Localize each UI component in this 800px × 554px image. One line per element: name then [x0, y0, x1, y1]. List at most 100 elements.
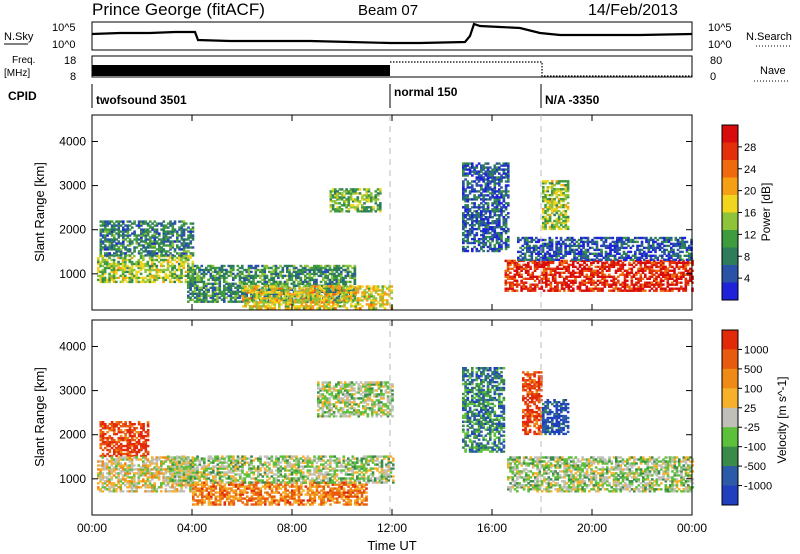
power-cell — [659, 269, 663, 272]
power-cell — [299, 264, 303, 268]
power-cell — [564, 246, 567, 250]
power-cell — [173, 248, 177, 251]
power-cell — [562, 209, 565, 213]
power-cell — [484, 172, 488, 175]
power-cell — [522, 281, 526, 284]
power-cell — [603, 263, 607, 267]
velocity-cell — [104, 454, 107, 458]
power-cell — [594, 281, 598, 284]
power-cell — [155, 236, 159, 239]
power-cell — [101, 258, 105, 262]
power-cell — [99, 232, 103, 235]
power-cell — [171, 226, 175, 229]
power-cell — [277, 284, 280, 287]
power-cell — [484, 235, 488, 239]
power-cell — [605, 279, 609, 282]
power-cell — [99, 262, 102, 266]
power-cell — [652, 254, 655, 257]
power-cell — [273, 301, 277, 304]
velocity-cell — [122, 431, 125, 434]
power-cell — [531, 277, 535, 280]
power-cell — [277, 266, 280, 270]
power-cell — [567, 271, 571, 274]
power-cell — [187, 270, 190, 274]
power-cell — [489, 214, 492, 217]
velocity-cell — [104, 432, 107, 436]
power-cell — [113, 236, 116, 239]
power-cell — [372, 299, 376, 302]
power-cell — [182, 242, 186, 245]
power-cell — [368, 293, 371, 296]
power-cell — [623, 273, 627, 276]
power-cell — [167, 232, 170, 235]
power-cell — [164, 230, 168, 233]
power-cell — [617, 261, 620, 265]
power-cell — [337, 266, 341, 270]
power-cell — [601, 275, 604, 278]
power-cell — [509, 277, 512, 280]
power-cell — [672, 248, 675, 252]
power-cell — [563, 265, 566, 269]
power-cell — [277, 280, 280, 284]
power-cell — [265, 264, 269, 268]
power-cell — [133, 254, 136, 258]
power-cell — [298, 285, 301, 288]
power-cell — [471, 247, 474, 251]
power-cell — [610, 265, 613, 269]
power-cell — [271, 291, 274, 294]
power-cell — [542, 186, 545, 189]
power-cell — [331, 282, 334, 285]
power-cell — [334, 293, 337, 296]
power-cell — [684, 277, 688, 280]
power-cell — [650, 265, 654, 269]
power-cell — [493, 182, 497, 185]
power-cell — [365, 291, 369, 294]
power-cell — [578, 287, 582, 290]
power-cell — [112, 258, 116, 262]
power-cell — [344, 270, 348, 274]
power-cell — [482, 218, 485, 221]
power-cell — [573, 250, 576, 254]
power-cell — [486, 176, 490, 179]
power-cell — [560, 217, 563, 221]
power-cell — [328, 280, 332, 284]
power-cell — [293, 301, 297, 304]
power-cell — [498, 241, 501, 245]
power-cell — [158, 242, 161, 245]
power-cell — [482, 190, 485, 193]
power-cell — [462, 226, 465, 229]
power-cell — [291, 303, 295, 306]
power-cell — [250, 294, 253, 297]
power-cell — [462, 206, 465, 209]
power-cell — [160, 222, 163, 225]
power-cell — [268, 288, 271, 291]
power-cell — [646, 285, 649, 288]
power-cell — [527, 289, 530, 292]
power-cell — [526, 248, 529, 252]
power-cell — [648, 283, 652, 286]
velocity-cell — [117, 427, 121, 430]
power-cell — [257, 301, 261, 304]
power-cell — [232, 272, 235, 276]
power-cell — [545, 273, 548, 276]
power-cell — [551, 269, 555, 272]
power-cell — [196, 298, 199, 301]
power-cell — [264, 305, 268, 308]
power-cell — [628, 287, 631, 290]
power-cell — [560, 267, 564, 270]
power-cell — [542, 225, 545, 229]
power-cell — [178, 220, 181, 223]
power-cell — [542, 188, 545, 191]
power-cell — [641, 269, 645, 272]
power-cell — [189, 240, 193, 243]
power-cell — [504, 208, 508, 211]
power-cell — [290, 288, 294, 291]
power-cell — [493, 233, 497, 237]
power-cell — [264, 291, 268, 294]
power-cell — [108, 246, 112, 249]
power-cell — [238, 282, 242, 285]
power-cell — [146, 252, 150, 255]
power-cell — [265, 276, 269, 280]
power-cell — [689, 271, 692, 274]
power-cell — [108, 272, 111, 276]
